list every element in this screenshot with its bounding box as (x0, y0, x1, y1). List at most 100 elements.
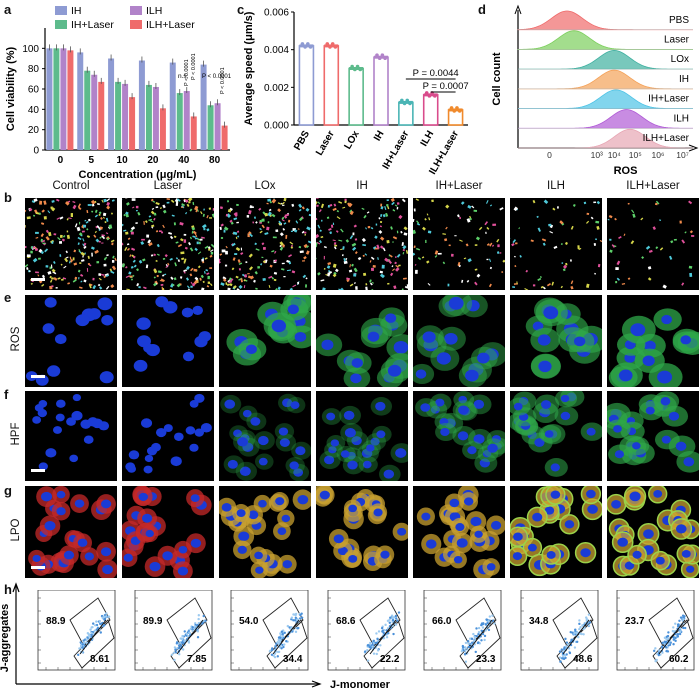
cell-mark (104, 256, 108, 260)
event-point (466, 648, 469, 651)
data-point (457, 109, 462, 113)
cell-mark (349, 283, 354, 287)
cell-mark (349, 209, 353, 213)
x-tick-label: ILH (419, 129, 437, 148)
cell-mark (380, 273, 385, 278)
cell-mark (336, 210, 340, 213)
micrograph-e-3 (219, 295, 311, 387)
event-point (376, 649, 380, 652)
cell-mark (425, 239, 427, 244)
membrane-mark (545, 486, 566, 505)
cell-mark (289, 287, 293, 290)
micrograph-background (316, 198, 408, 290)
data-point (306, 42, 310, 46)
column-label: IH+Laser (435, 180, 483, 192)
cell-mark (49, 266, 52, 270)
cell-mark (151, 207, 155, 210)
cell-mark (203, 271, 206, 274)
cell-mark (66, 234, 71, 240)
y-axis-arrow (514, 4, 522, 15)
lower-gate-percent: 60.2 (669, 654, 689, 665)
cell-mark (160, 278, 165, 282)
cell-mark (183, 239, 187, 243)
lower-gate-percent: 34.4 (283, 654, 303, 665)
cell-mark (262, 247, 266, 250)
cell-mark (551, 281, 555, 286)
event-point (95, 628, 99, 631)
event-point (579, 626, 582, 629)
cell-mark (291, 203, 295, 207)
event-point (578, 619, 581, 622)
cell-mark (233, 217, 238, 221)
cell-mark (631, 209, 635, 214)
nucleus-mark (224, 399, 236, 409)
event-point (191, 629, 194, 633)
event-point (95, 623, 99, 627)
event-point (180, 637, 184, 640)
nucleus-mark (47, 365, 61, 377)
event-point (678, 632, 682, 636)
cell-mark (91, 252, 93, 257)
cell-mark (79, 286, 83, 289)
nucleus-mark (458, 395, 468, 404)
cell-mark (28, 207, 33, 212)
cell-mark (236, 221, 239, 224)
cell-mark (285, 234, 288, 239)
cell-mark (445, 226, 448, 230)
event-point (392, 632, 395, 636)
nucleus-mark (170, 456, 182, 467)
event-point (678, 630, 682, 634)
cell-mark (486, 226, 490, 230)
bar (422, 94, 439, 126)
cell-mark (413, 252, 416, 256)
cell-mark (150, 210, 155, 215)
cell-mark (156, 274, 159, 278)
nucleus-mark (350, 373, 362, 384)
event-point (674, 639, 677, 643)
event-point (564, 637, 567, 641)
cell-mark (392, 268, 396, 272)
cell-mark (402, 249, 405, 252)
cell-mark (279, 244, 282, 248)
nucleus-mark (661, 435, 671, 444)
cell-mark (106, 237, 110, 240)
nucleus-mark (540, 400, 552, 409)
event-point (560, 648, 563, 651)
cell-mark (148, 242, 153, 247)
data-point (452, 109, 457, 113)
cell-mark (445, 204, 450, 209)
cell-mark (129, 229, 134, 233)
cell-mark (132, 274, 135, 277)
cell-mark (88, 283, 93, 286)
cell-mark (204, 257, 208, 260)
nucleus-mark (282, 560, 293, 569)
nucleus-mark (137, 335, 151, 348)
nucleus-mark (277, 527, 287, 535)
cell-mark (282, 244, 286, 248)
cell-mark (173, 222, 176, 226)
cell-mark (266, 202, 269, 205)
cell-mark (353, 267, 358, 273)
cell-mark (502, 259, 505, 263)
cell-mark (86, 228, 89, 231)
cell-mark (272, 236, 277, 239)
cell-mark (616, 260, 621, 266)
cell-mark (31, 200, 36, 204)
cell-mark (298, 203, 303, 209)
panel-letter-h: h (4, 582, 12, 597)
bar-ih (138, 60, 145, 150)
cell-mark (189, 247, 194, 252)
cell-mark (258, 207, 262, 211)
event-point (397, 611, 401, 614)
cell-mark (105, 285, 110, 290)
cell-mark (326, 265, 331, 269)
cell-mark (376, 244, 380, 249)
cell-mark (323, 267, 326, 270)
cell-mark (316, 204, 319, 207)
cell-mark (187, 288, 191, 290)
nucleus-mark (367, 331, 380, 342)
cell-mark (316, 198, 320, 200)
event-point (652, 649, 656, 653)
cell-mark (212, 208, 214, 211)
cell-mark (400, 230, 403, 234)
